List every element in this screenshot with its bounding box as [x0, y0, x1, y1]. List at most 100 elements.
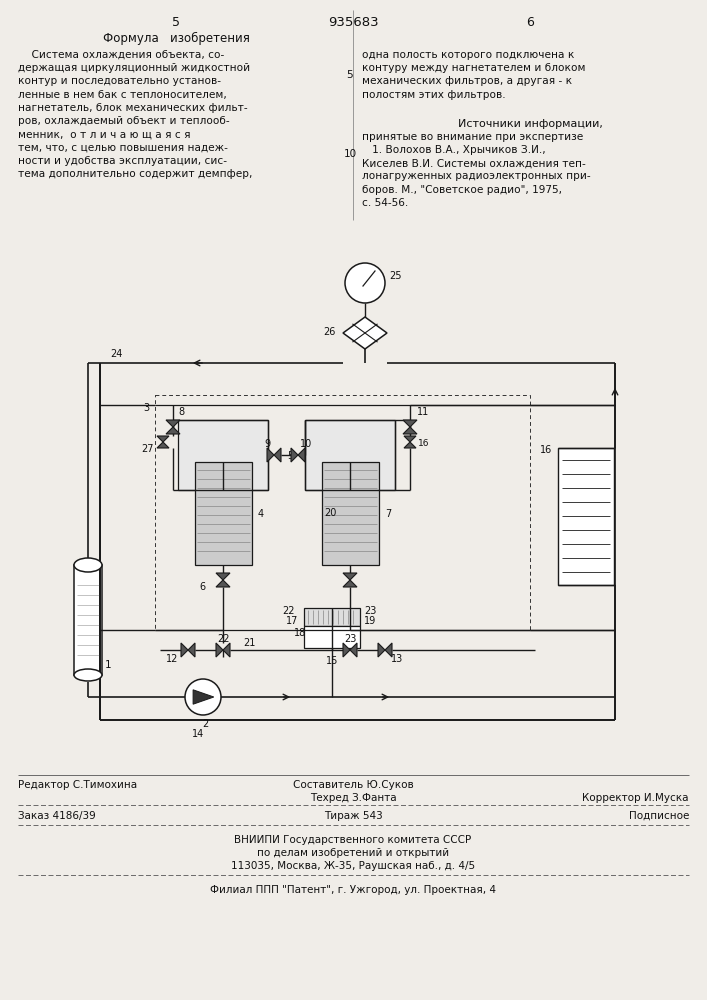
- Text: держащая циркуляционный жидкостной: держащая циркуляционный жидкостной: [18, 63, 250, 73]
- Text: 22: 22: [282, 606, 295, 616]
- Text: Киселев В.И. Системы охлаждения теп-: Киселев В.И. Системы охлаждения теп-: [362, 158, 586, 168]
- Text: Тираж 543: Тираж 543: [324, 811, 382, 821]
- Text: 22: 22: [217, 634, 230, 644]
- Text: 27: 27: [141, 444, 153, 454]
- Polygon shape: [378, 643, 385, 657]
- Bar: [75, 566, 101, 674]
- Text: 10: 10: [344, 149, 356, 159]
- Ellipse shape: [74, 558, 102, 572]
- Text: Техред З.Фанта: Техред З.Фанта: [310, 793, 397, 803]
- Text: 20: 20: [324, 508, 337, 518]
- Text: тема дополнительно содержит демпфер,: тема дополнительно содержит демпфер,: [18, 169, 252, 179]
- Text: 5: 5: [346, 70, 354, 80]
- Text: 16: 16: [540, 445, 552, 455]
- Text: Подписное: Подписное: [629, 811, 689, 821]
- Text: 6: 6: [526, 16, 534, 29]
- Text: 5: 5: [172, 16, 180, 29]
- Polygon shape: [403, 420, 417, 427]
- Text: 17: 17: [286, 616, 298, 626]
- Bar: [322, 462, 379, 565]
- Polygon shape: [274, 448, 281, 462]
- Polygon shape: [193, 690, 214, 704]
- Text: Система охлаждения объекта, со-: Система охлаждения объекта, со-: [18, 50, 224, 60]
- Polygon shape: [343, 643, 350, 657]
- Text: 2: 2: [202, 719, 208, 729]
- Text: Редактор С.Тимохина: Редактор С.Тимохина: [18, 780, 137, 790]
- Text: лонагруженных радиоэлектронных при-: лонагруженных радиоэлектронных при-: [362, 171, 590, 181]
- Polygon shape: [291, 448, 298, 462]
- Polygon shape: [216, 573, 230, 580]
- Text: 7: 7: [385, 509, 391, 519]
- Text: нагнетатель, блок механических фильт-: нагнетатель, блок механических фильт-: [18, 103, 247, 113]
- Text: полостям этих фильтров.: полостям этих фильтров.: [362, 90, 506, 100]
- Text: 1: 1: [105, 660, 112, 670]
- Text: Формула   изобретения: Формула изобретения: [103, 32, 250, 45]
- Polygon shape: [223, 643, 230, 657]
- Text: Заказ 4186/39: Заказ 4186/39: [18, 811, 95, 821]
- Polygon shape: [343, 573, 357, 580]
- Polygon shape: [343, 317, 387, 349]
- Text: 3: 3: [143, 403, 149, 413]
- Polygon shape: [157, 442, 169, 448]
- Text: Составитель Ю.Суков: Составитель Ю.Суков: [293, 780, 414, 790]
- Text: 26: 26: [323, 327, 335, 337]
- Circle shape: [345, 263, 385, 303]
- Polygon shape: [157, 436, 169, 442]
- Polygon shape: [404, 442, 416, 448]
- Text: 4: 4: [258, 509, 264, 519]
- Bar: [155, 395, 530, 630]
- Text: ности и удобства эксплуатации, сис-: ности и удобства эксплуатации, сис-: [18, 156, 227, 166]
- Text: 935683: 935683: [327, 16, 378, 29]
- Text: ВНИИПИ Государственного комитета СССР: ВНИИПИ Государственного комитета СССР: [235, 835, 472, 845]
- Text: контур и последовательно установ-: контур и последовательно установ-: [18, 76, 221, 86]
- Text: одна полость которого подключена к: одна полость которого подключена к: [362, 50, 574, 60]
- Text: 14: 14: [192, 729, 204, 739]
- Text: с. 54-56.: с. 54-56.: [362, 198, 408, 208]
- Text: 16: 16: [418, 439, 429, 448]
- Text: контуру между нагнетателем и блоком: контуру между нагнетателем и блоком: [362, 63, 585, 73]
- Polygon shape: [216, 580, 230, 587]
- Text: 5: 5: [287, 451, 293, 461]
- Text: 13: 13: [391, 654, 403, 664]
- Polygon shape: [385, 643, 392, 657]
- Text: 15: 15: [326, 656, 338, 666]
- Text: 21: 21: [243, 638, 255, 648]
- Text: Источники информации,: Источники информации,: [457, 119, 602, 129]
- Bar: [74, 565, 102, 675]
- Text: 23: 23: [344, 634, 356, 644]
- Text: ленные в нем бак с теплоносителем,: ленные в нем бак с теплоносителем,: [18, 90, 227, 100]
- Text: менник,  о т л и ч а ю щ а я с я: менник, о т л и ч а ю щ а я с я: [18, 129, 190, 139]
- Text: 6: 6: [199, 582, 205, 592]
- Polygon shape: [166, 427, 180, 434]
- Text: 10: 10: [300, 439, 312, 449]
- Polygon shape: [188, 643, 195, 657]
- Bar: [305, 420, 395, 490]
- Text: 25: 25: [389, 271, 402, 281]
- Text: 8: 8: [178, 407, 184, 417]
- Text: механических фильтров, а другая - к: механических фильтров, а другая - к: [362, 76, 572, 86]
- Text: боров. М., "Советское радио", 1975,: боров. М., "Советское радио", 1975,: [362, 185, 562, 195]
- Text: 113035, Москва, Ж-35, Раушская наб., д. 4/5: 113035, Москва, Ж-35, Раушская наб., д. …: [231, 861, 475, 871]
- Text: Филиал ППП "Патент", г. Ужгород, ул. Проектная, 4: Филиал ППП "Патент", г. Ужгород, ул. Про…: [210, 885, 496, 895]
- Polygon shape: [216, 643, 223, 657]
- Text: 23: 23: [364, 606, 376, 616]
- Text: по делам изобретений и открытий: по делам изобретений и открытий: [257, 848, 449, 858]
- Bar: [304, 626, 360, 648]
- Polygon shape: [350, 643, 357, 657]
- Polygon shape: [403, 427, 417, 434]
- Polygon shape: [404, 436, 416, 442]
- Text: 19: 19: [364, 616, 376, 626]
- Bar: [558, 448, 614, 585]
- Ellipse shape: [74, 669, 102, 681]
- Text: 24: 24: [110, 349, 122, 359]
- Polygon shape: [343, 580, 357, 587]
- Text: Корректор И.Муска: Корректор И.Муска: [583, 793, 689, 803]
- Circle shape: [185, 679, 221, 715]
- Text: 18: 18: [294, 628, 306, 638]
- Text: 12: 12: [166, 654, 178, 664]
- Polygon shape: [267, 448, 274, 462]
- Text: 1. Волохов В.А., Хрычиков З.И.,: 1. Волохов В.А., Хрычиков З.И.,: [362, 145, 546, 155]
- Polygon shape: [166, 420, 180, 427]
- Text: 9: 9: [264, 439, 270, 449]
- Text: принятые во внимание при экспертизе: принятые во внимание при экспертизе: [362, 132, 583, 142]
